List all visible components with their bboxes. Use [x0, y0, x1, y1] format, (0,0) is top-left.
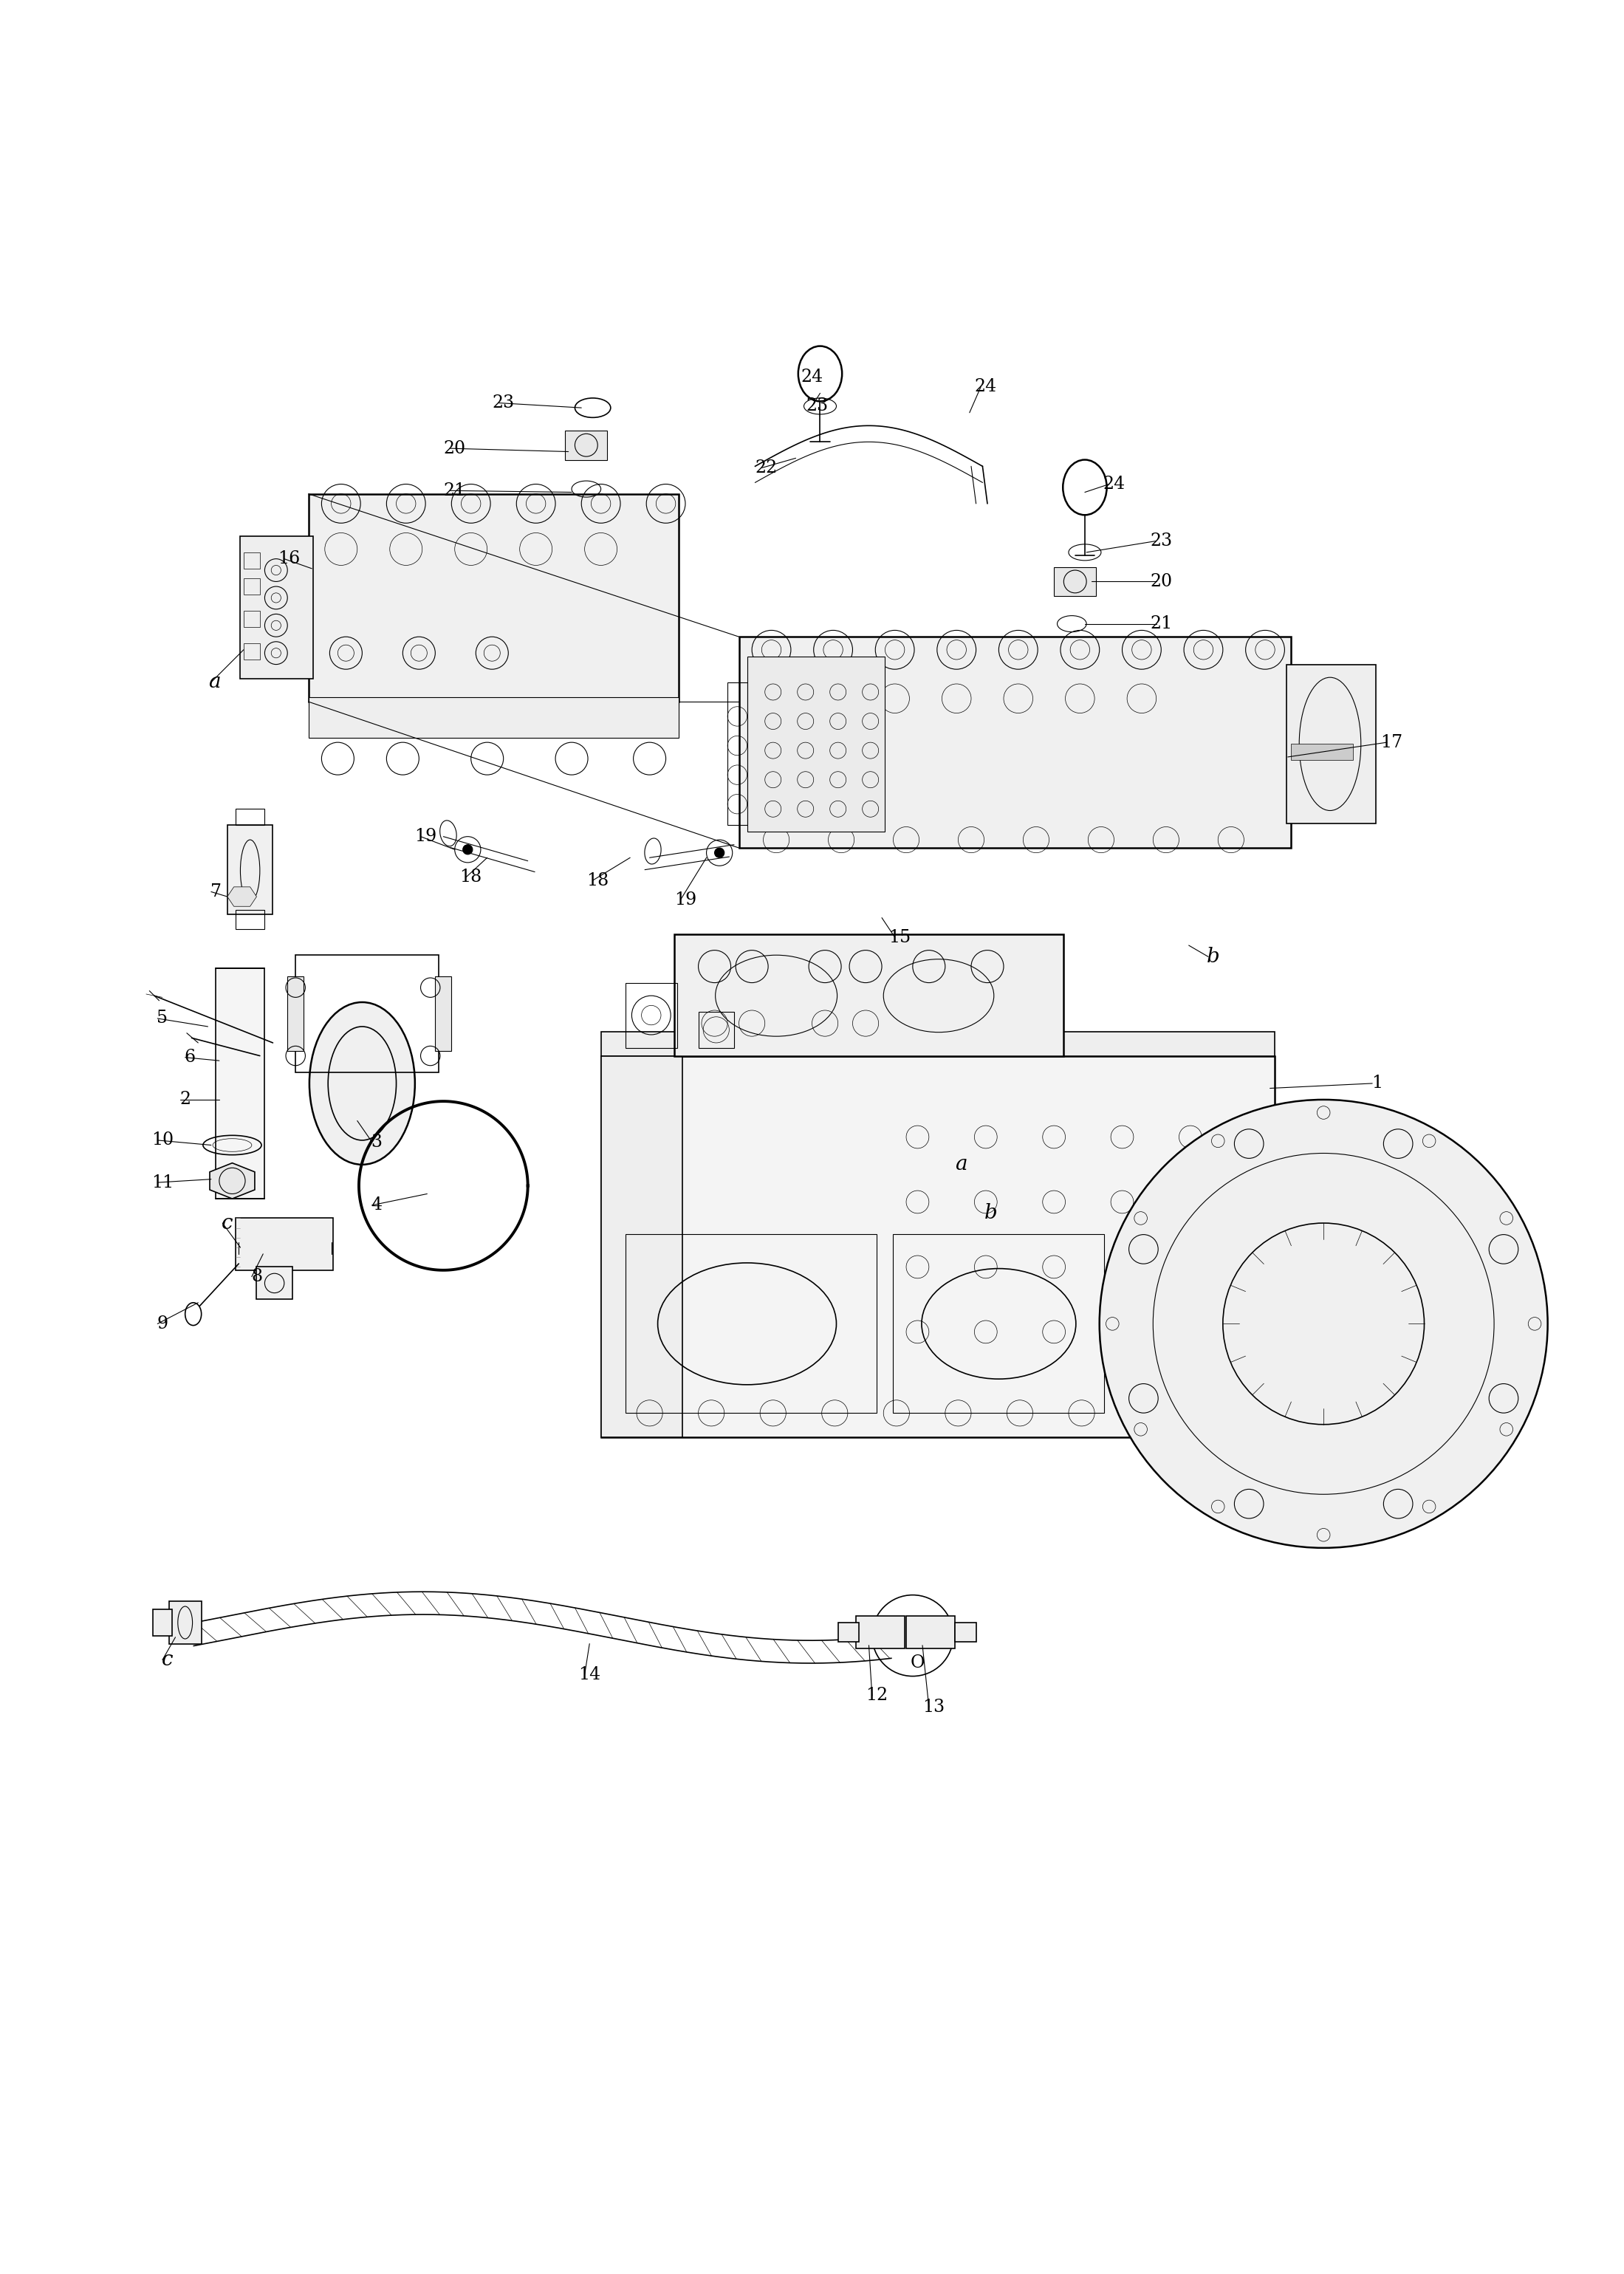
Bar [287, 976, 304, 1051]
Text: 24: 24 [1103, 475, 1125, 493]
Text: 10: 10 [151, 1132, 174, 1148]
Bar [601, 1055, 682, 1437]
Polygon shape [227, 887, 257, 907]
Text: 18: 18 [586, 871, 609, 889]
Text: b: b [984, 1203, 997, 1223]
Bar [309, 696, 679, 737]
Bar [674, 935, 1064, 1055]
Text: 24: 24 [801, 368, 823, 384]
Bar [625, 982, 677, 1048]
Text: 7: 7 [211, 882, 221, 901]
Text: 22: 22 [755, 459, 778, 475]
Polygon shape [209, 1162, 255, 1198]
Text: 11: 11 [151, 1173, 174, 1192]
Bar [1286, 664, 1376, 823]
Bar [856, 1617, 905, 1649]
Text: 19: 19 [674, 891, 697, 907]
Text: 8: 8 [252, 1269, 261, 1285]
Polygon shape [601, 1032, 1275, 1055]
Text: 6: 6 [185, 1048, 195, 1067]
Text: a: a [955, 1155, 968, 1176]
Text: 20: 20 [1150, 573, 1173, 589]
Text: 21: 21 [1150, 616, 1173, 632]
Bar [169, 1601, 201, 1644]
Text: 13: 13 [922, 1699, 945, 1715]
Bar [601, 1055, 1275, 1437]
Bar [838, 1624, 859, 1642]
Bar [309, 493, 679, 703]
Bar [235, 810, 265, 825]
Bar [893, 1235, 1104, 1412]
Bar [244, 578, 260, 594]
Bar [235, 910, 265, 930]
Text: 4: 4 [372, 1196, 382, 1214]
Circle shape [1099, 1101, 1548, 1549]
Bar [244, 612, 260, 628]
Ellipse shape [309, 1003, 416, 1164]
Bar [244, 553, 260, 568]
Text: 23: 23 [492, 393, 515, 412]
Text: 24: 24 [974, 377, 997, 396]
Text: 15: 15 [888, 928, 911, 946]
Text: 5: 5 [158, 1010, 167, 1028]
Bar [625, 1235, 877, 1412]
Text: 20: 20 [443, 439, 466, 457]
Text: 23: 23 [1150, 532, 1173, 550]
Circle shape [463, 844, 473, 855]
Text: 21: 21 [443, 482, 466, 498]
Text: 3: 3 [372, 1132, 382, 1151]
Text: 12: 12 [866, 1687, 888, 1703]
Bar [435, 976, 451, 1051]
Bar [257, 1267, 292, 1298]
Text: c: c [221, 1212, 234, 1233]
Text: a: a [208, 673, 221, 691]
Bar [296, 955, 438, 1071]
Bar [153, 1610, 172, 1635]
Bar [565, 430, 607, 459]
Circle shape [715, 848, 724, 857]
Text: 18: 18 [460, 869, 482, 885]
Bar [739, 637, 1291, 848]
Bar [906, 1617, 955, 1649]
Bar [747, 657, 885, 832]
Text: 2: 2 [180, 1092, 190, 1107]
Bar [698, 1012, 734, 1048]
Bar [244, 644, 260, 659]
Text: O: O [911, 1655, 924, 1671]
Bar [227, 825, 273, 914]
Text: c: c [161, 1651, 174, 1669]
Bar [216, 969, 265, 1198]
Bar [1054, 566, 1096, 596]
Text: 1: 1 [1372, 1076, 1382, 1092]
Bar [1291, 744, 1353, 760]
Text: b: b [1207, 946, 1220, 966]
Bar [728, 682, 747, 825]
Text: 19: 19 [414, 828, 437, 846]
Text: 17: 17 [1380, 735, 1403, 750]
Text: 23: 23 [806, 398, 828, 414]
Text: 9: 9 [158, 1314, 167, 1333]
Bar [235, 1219, 333, 1271]
Bar [955, 1624, 976, 1642]
Text: 16: 16 [278, 550, 300, 566]
Text: 14: 14 [578, 1667, 601, 1683]
Bar [240, 537, 313, 680]
